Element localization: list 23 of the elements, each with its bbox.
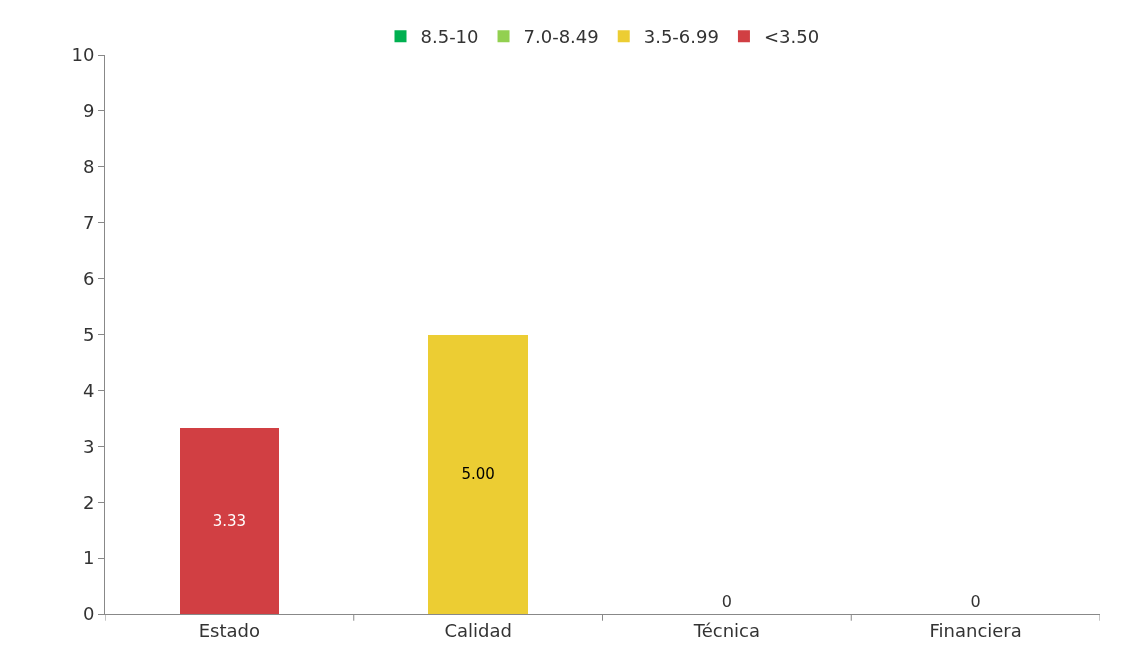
y-tick-label: 4	[82, 379, 95, 401]
x-tick-label: Financiera	[929, 619, 1022, 641]
data-label: 3.33	[212, 511, 247, 530]
data-label: 0	[721, 592, 732, 611]
data-label: 0	[970, 592, 981, 611]
y-tick-label: 0	[82, 603, 95, 625]
x-tick-label: Estado	[198, 619, 261, 641]
y-tick-label: 3	[82, 435, 95, 457]
y-tick-label: 1	[82, 547, 95, 569]
y-tick-label: 2	[82, 491, 95, 513]
x-tick-label: Técnica	[692, 619, 761, 641]
legend-label: 8.5-10	[420, 26, 479, 48]
legend-label: <3.50	[763, 26, 820, 48]
x-tick-label: Calidad	[444, 619, 512, 641]
y-tick-label: 9	[82, 100, 95, 122]
y-tick-label: 8	[82, 156, 95, 178]
y-tick-label: 10	[71, 44, 95, 66]
legend-label: 3.5-6.99	[643, 26, 719, 48]
y-tick-label: 6	[82, 267, 95, 289]
y-tick-label: 5	[82, 323, 95, 345]
y-tick-label: 7	[82, 212, 95, 233]
data-label: 5.00	[461, 465, 495, 484]
legend-label: 7.0-8.49	[523, 26, 599, 48]
